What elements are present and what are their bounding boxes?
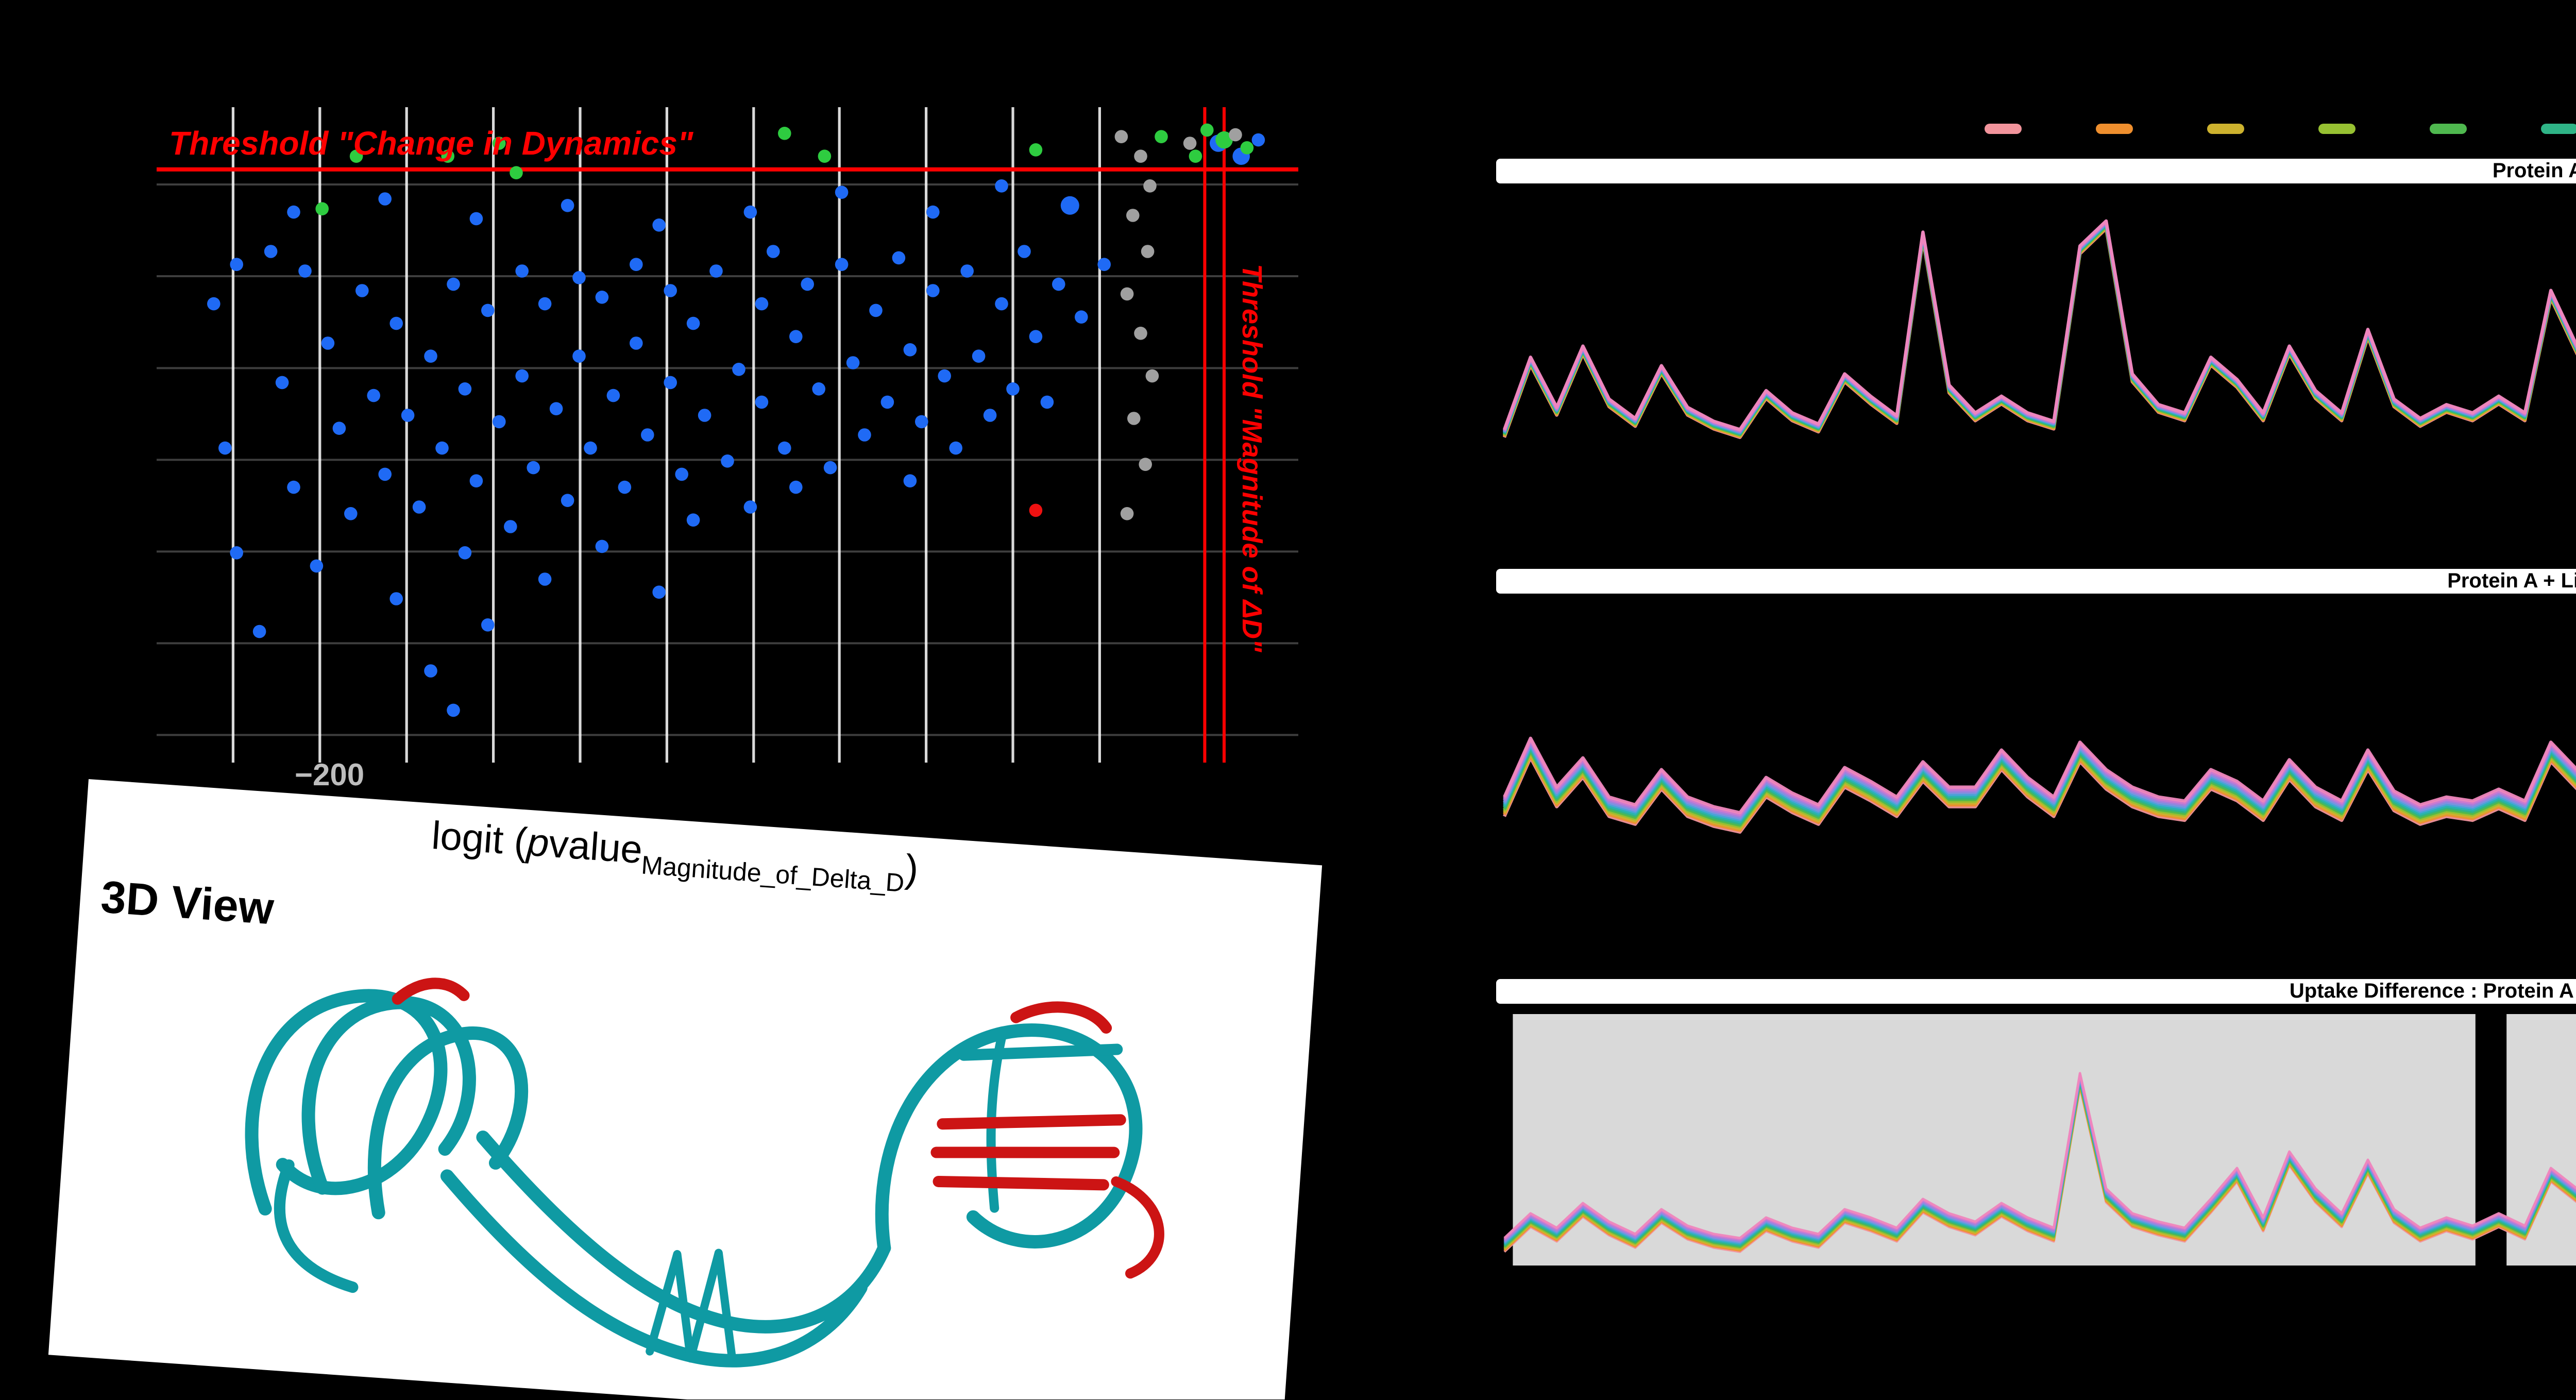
legend-dash	[2430, 124, 2467, 133]
chart-title-protein-a: Protein A	[2492, 160, 2576, 182]
xlabel-prefix: logit (	[430, 815, 529, 866]
chart-title-bar-protein-a-ligand: Protein A + Ligand	[1496, 569, 2576, 594]
legend-dash	[2207, 124, 2244, 133]
legend-dash	[2096, 124, 2133, 133]
threshold-magnitude-label: Threshold "Magnitude of ΔD"	[1236, 264, 1267, 652]
legend-dash	[1985, 124, 2022, 133]
volcano-plot[interactable]	[157, 107, 1298, 763]
xlabel-suffix: )	[903, 849, 920, 893]
threshold-dynamics-label: Threshold "Change in Dynamics"	[169, 128, 693, 163]
chart-title-protein-a-ligand: Protein A + Ligand	[2447, 570, 2576, 593]
protein-3d-structure[interactable]	[80, 888, 1263, 1399]
xlabel-p: p	[526, 822, 551, 867]
volcano-x-axis-label: logit (pvalueMagnitude_of_Delta_D)	[430, 816, 920, 899]
timepoint-legend	[1985, 124, 2576, 133]
uptake-chart-protein-a-ligand[interactable]	[1496, 598, 2576, 960]
uptake-difference-chart[interactable]	[1496, 1008, 2576, 1276]
chart-title-bar-protein-a: Protein A	[1496, 159, 2576, 183]
uptake-chart-protein-a[interactable]	[1496, 188, 2576, 550]
3d-view-panel: logit (pvalueMagnitude_of_Delta_D) 3D Vi…	[48, 779, 1323, 1399]
legend-dash	[2541, 124, 2576, 133]
xlabel-value: value	[547, 823, 644, 874]
xlabel-subscript: Magnitude_of_Delta_D	[640, 851, 906, 898]
volcano-x-tick: −200	[295, 758, 365, 794]
chart-title-uptake-difference: Uptake Difference : Protein A - (Protein…	[2289, 980, 2576, 1003]
legend-dash	[2318, 124, 2355, 133]
chart-title-bar-uptake-difference: Uptake Difference : Protein A - (Protein…	[1496, 979, 2576, 1004]
